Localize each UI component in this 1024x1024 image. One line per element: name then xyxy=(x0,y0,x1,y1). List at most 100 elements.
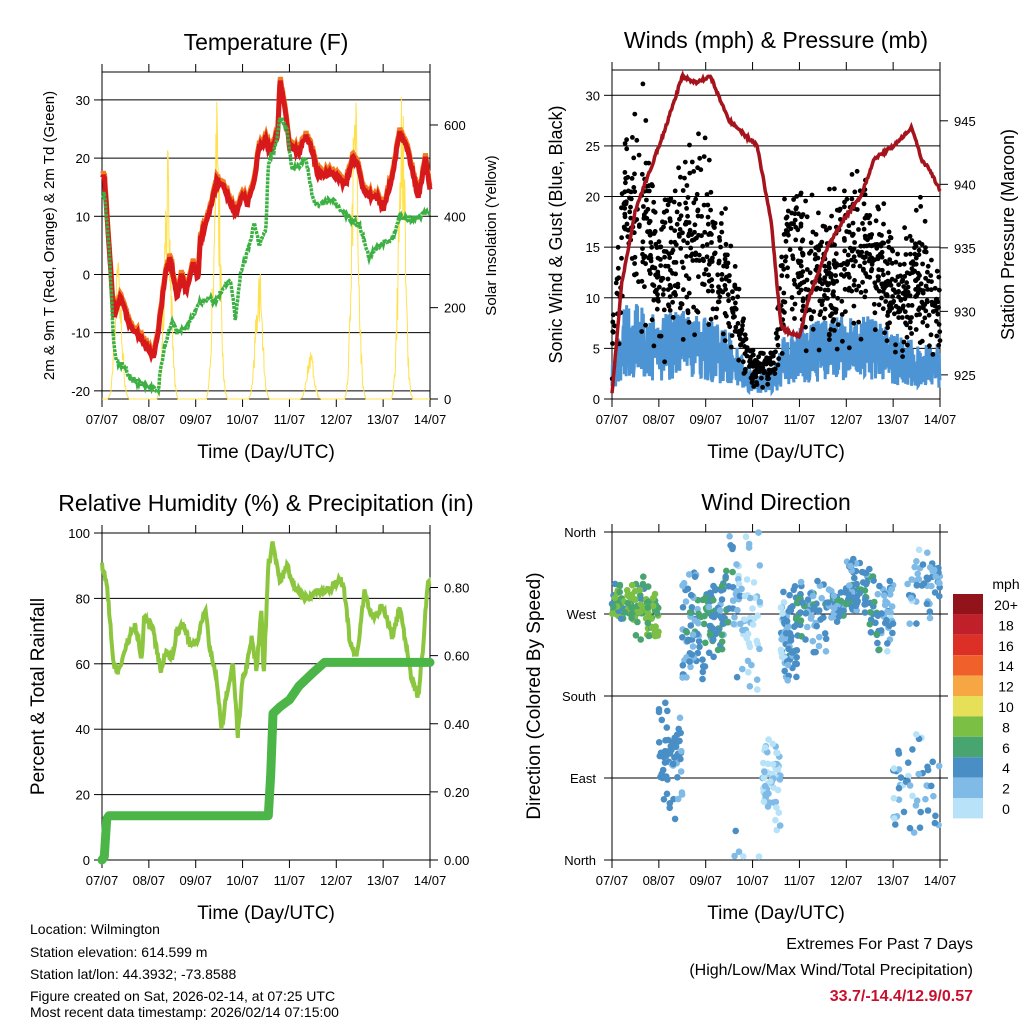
wind-direction-point xyxy=(822,648,830,655)
wind-direction-point xyxy=(909,746,916,753)
gust-point xyxy=(913,207,919,213)
wind-direction-point xyxy=(655,706,663,713)
gust-point xyxy=(719,277,725,282)
x-tick-label: 14/07 xyxy=(924,873,957,888)
gust-point xyxy=(685,213,690,219)
wind-direction-point xyxy=(866,620,874,628)
legend-swatch xyxy=(953,777,983,798)
wind-direction-point xyxy=(917,808,924,816)
gust-point xyxy=(627,209,633,215)
gust-point xyxy=(911,262,917,267)
gust-point xyxy=(858,290,864,295)
gust-point xyxy=(937,329,943,335)
gust-point xyxy=(820,298,825,304)
gust-point xyxy=(727,324,733,330)
latlon-text: Station lat/lon: 44.3932; -73.8588 xyxy=(30,966,237,982)
gust-point xyxy=(895,274,901,280)
gust-point xyxy=(819,302,825,308)
gust-point xyxy=(936,274,942,280)
gust-point xyxy=(798,246,803,252)
gust-point xyxy=(685,240,690,246)
gust-point xyxy=(809,192,815,198)
wind-direction-point xyxy=(671,734,678,742)
wind-direction-point xyxy=(749,621,757,628)
wind-direction-point xyxy=(644,619,652,627)
gust-point xyxy=(860,279,865,285)
gust-point xyxy=(887,320,892,326)
wind-direction-point xyxy=(781,667,788,675)
gust-point xyxy=(689,159,695,165)
gust-point xyxy=(680,230,685,236)
wind-direction-point xyxy=(663,724,671,731)
gust-point xyxy=(902,225,907,231)
gust-point xyxy=(725,260,731,266)
y2-tick-label: 600 xyxy=(444,118,466,133)
gust-point xyxy=(683,273,689,279)
wind-direction-point xyxy=(745,544,753,551)
gust-point xyxy=(808,316,814,322)
wind-direction-point xyxy=(724,619,732,626)
gust-point xyxy=(781,290,787,296)
wind-direction-point xyxy=(695,637,703,645)
gust-point xyxy=(850,220,856,226)
wind-direction-point xyxy=(926,614,934,622)
legend-swatch xyxy=(953,757,983,778)
wind-direction-point xyxy=(705,649,713,657)
legend-label: 12 xyxy=(998,679,1014,695)
gust-point xyxy=(672,188,678,194)
gust-point xyxy=(667,294,673,299)
gust-point xyxy=(696,274,701,280)
gust-point xyxy=(803,348,809,354)
y-tick-label: 5 xyxy=(593,341,600,356)
gust-point xyxy=(822,293,827,298)
wind-direction-point xyxy=(909,792,916,800)
gust-point xyxy=(919,338,925,344)
gust-point xyxy=(909,303,915,308)
gust-point xyxy=(797,282,803,288)
x-tick-label: 14/07 xyxy=(414,873,447,888)
wind-direction-point xyxy=(890,765,898,772)
gust-point xyxy=(875,254,881,259)
wind-direction-point xyxy=(730,620,737,628)
x-tick-label: 07/07 xyxy=(596,873,629,888)
x-axis-label: Time (Day/UTC) xyxy=(707,903,845,924)
wind-direction-point xyxy=(830,592,838,600)
wind-direction-point xyxy=(797,578,805,586)
wind-direction-chart xyxy=(604,524,948,868)
gust-point xyxy=(753,360,759,365)
y-tick-label: East xyxy=(570,771,596,786)
wind-direction-point xyxy=(932,573,940,580)
wind-direction-point xyxy=(671,815,679,823)
wind-direction-point xyxy=(842,600,850,608)
gust-point xyxy=(631,185,637,190)
gust-point xyxy=(856,283,862,289)
gust-point xyxy=(728,344,734,350)
gust-point xyxy=(905,342,910,348)
gust-point xyxy=(685,310,691,316)
gust-point xyxy=(907,325,913,331)
gust-point xyxy=(893,342,898,348)
wind-direction-point xyxy=(751,615,758,622)
gust-point xyxy=(937,338,943,343)
y2-axis-label: Station Pressure (Maroon) xyxy=(998,129,1018,340)
wind-direction-point xyxy=(661,759,669,766)
gust-point xyxy=(632,171,637,177)
extremes-title: Extremes For Past 7 Days xyxy=(786,936,973,953)
gust-point xyxy=(765,376,770,382)
gust-point xyxy=(803,198,808,204)
gust-point xyxy=(864,213,870,218)
gust-point xyxy=(835,295,841,301)
gust-point xyxy=(796,274,801,280)
gust-point xyxy=(718,221,724,226)
wind-direction-point xyxy=(910,829,918,836)
gust-point xyxy=(800,296,806,302)
gust-point xyxy=(866,258,872,264)
wind-direction-point xyxy=(695,610,702,618)
gust-point xyxy=(930,302,935,308)
legend-swatch xyxy=(953,594,983,615)
y2-tick-label: 0.00 xyxy=(444,853,469,868)
wind-direction-point xyxy=(821,630,829,637)
gust-point xyxy=(888,300,893,306)
gust-point xyxy=(804,214,810,220)
wind-direction-point xyxy=(732,827,739,835)
